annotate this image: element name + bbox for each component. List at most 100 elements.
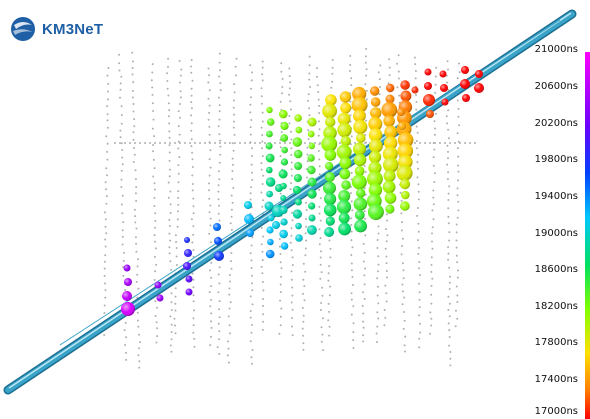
inactive-pmt: [175, 264, 178, 266]
inactive-pmt: [217, 291, 220, 294]
inactive-pmt: [447, 128, 450, 131]
inactive-pmt: [348, 70, 351, 72]
inactive-pmt: [317, 91, 320, 93]
inactive-pmt: [377, 255, 380, 258]
inactive-pmt: [364, 83, 367, 86]
inactive-pmt: [415, 125, 418, 128]
inactive-pmt: [106, 150, 108, 153]
inactive-pmt: [261, 79, 264, 82]
inactive-pmt: [209, 305, 212, 308]
inactive-pmt: [231, 201, 234, 204]
inactive-pmt: [469, 142, 471, 144]
hit-sphere-shade: [474, 83, 484, 93]
inactive-pmt: [193, 337, 196, 340]
inactive-pmt: [218, 118, 221, 121]
inactive-pmt: [190, 65, 192, 68]
inactive-pmt: [291, 334, 294, 337]
inactive-pmt: [174, 324, 176, 327]
inactive-pmt: [331, 66, 334, 69]
inactive-pmt: [190, 107, 193, 110]
inactive-pmt: [251, 362, 253, 365]
inactive-pmt: [120, 114, 123, 116]
inactive-pmt: [280, 307, 283, 310]
inactive-pmt: [232, 99, 235, 102]
inactive-pmt: [167, 94, 170, 97]
inactive-pmt: [417, 239, 419, 242]
hit-sphere-shade: [397, 108, 405, 116]
hit-sphere-shade: [246, 229, 254, 237]
hit-sphere-shade: [353, 142, 366, 156]
inactive-pmt: [105, 202, 108, 205]
hit-sphere-shade: [265, 177, 276, 187]
inactive-pmt: [431, 277, 434, 280]
inactive-pmt: [430, 263, 433, 266]
inactive-pmt: [354, 142, 356, 144]
inactive-pmt: [106, 119, 109, 122]
inactive-pmt: [120, 186, 123, 188]
inactive-pmt: [431, 247, 434, 250]
inactive-pmt: [455, 231, 458, 234]
inactive-pmt: [401, 237, 404, 240]
inactive-pmt: [350, 313, 353, 316]
inactive-pmt: [365, 98, 368, 101]
inactive-pmt: [122, 221, 125, 224]
inactive-pmt: [432, 189, 435, 192]
inactive-pmt: [456, 187, 459, 190]
inactive-pmt: [304, 201, 307, 204]
inactive-pmt: [219, 82, 222, 85]
inactive-pmt: [218, 75, 221, 78]
inactive-pmt: [430, 302, 433, 305]
inactive-pmt: [207, 97, 210, 100]
hit-sphere-shade: [336, 199, 352, 215]
hit-sphere-shade: [351, 97, 368, 113]
inactive-pmt: [388, 66, 391, 69]
inactive-pmt: [291, 211, 293, 214]
inactive-pmt: [131, 73, 134, 76]
inactive-pmt: [291, 256, 294, 259]
inactive-pmt: [433, 181, 436, 183]
colorbar-tick-label: 18600ns: [534, 264, 578, 275]
inactive-pmt: [363, 283, 366, 286]
inactive-pmt: [364, 267, 367, 270]
inactive-pmt: [330, 86, 333, 89]
inactive-pmt: [218, 338, 221, 341]
inactive-pmt: [120, 105, 123, 108]
inactive-pmt: [151, 93, 154, 96]
hit-sphere-shade: [336, 144, 352, 160]
inactive-pmt: [174, 309, 177, 312]
inactive-pmt: [250, 96, 252, 99]
inactive-pmt: [135, 200, 138, 202]
inactive-pmt: [208, 232, 211, 235]
inactive-pmt: [192, 278, 195, 281]
inactive-pmt: [250, 147, 253, 150]
inactive-pmt: [175, 255, 178, 258]
inactive-pmt: [228, 287, 231, 290]
inactive-pmt: [105, 188, 107, 191]
inactive-pmt: [446, 60, 449, 63]
inactive-pmt: [169, 260, 172, 263]
inactive-pmt: [377, 317, 380, 320]
inactive-pmt: [432, 156, 435, 159]
hit-sphere-shade: [397, 132, 414, 148]
inactive-pmt: [190, 71, 193, 74]
inactive-pmt: [448, 185, 451, 188]
inactive-pmt: [134, 142, 136, 144]
inactive-pmt: [318, 104, 321, 107]
inactive-pmt: [364, 234, 367, 237]
inactive-pmt: [363, 210, 366, 213]
inactive-pmt: [136, 311, 139, 314]
inactive-pmt: [134, 192, 137, 195]
inactive-pmt: [416, 214, 419, 217]
inactive-pmt: [351, 276, 354, 278]
inactive-pmt: [429, 142, 431, 144]
inactive-pmt: [121, 235, 124, 238]
inactive-pmt: [124, 289, 127, 291]
inactive-pmt: [430, 324, 433, 327]
inactive-pmt: [279, 253, 282, 255]
inactive-pmt: [448, 281, 451, 284]
hit-sphere-shade: [307, 130, 315, 138]
inactive-pmt: [210, 276, 213, 279]
inactive-pmt: [121, 243, 124, 246]
hit-sphere-shade: [351, 174, 367, 190]
inactive-pmt: [103, 267, 106, 270]
